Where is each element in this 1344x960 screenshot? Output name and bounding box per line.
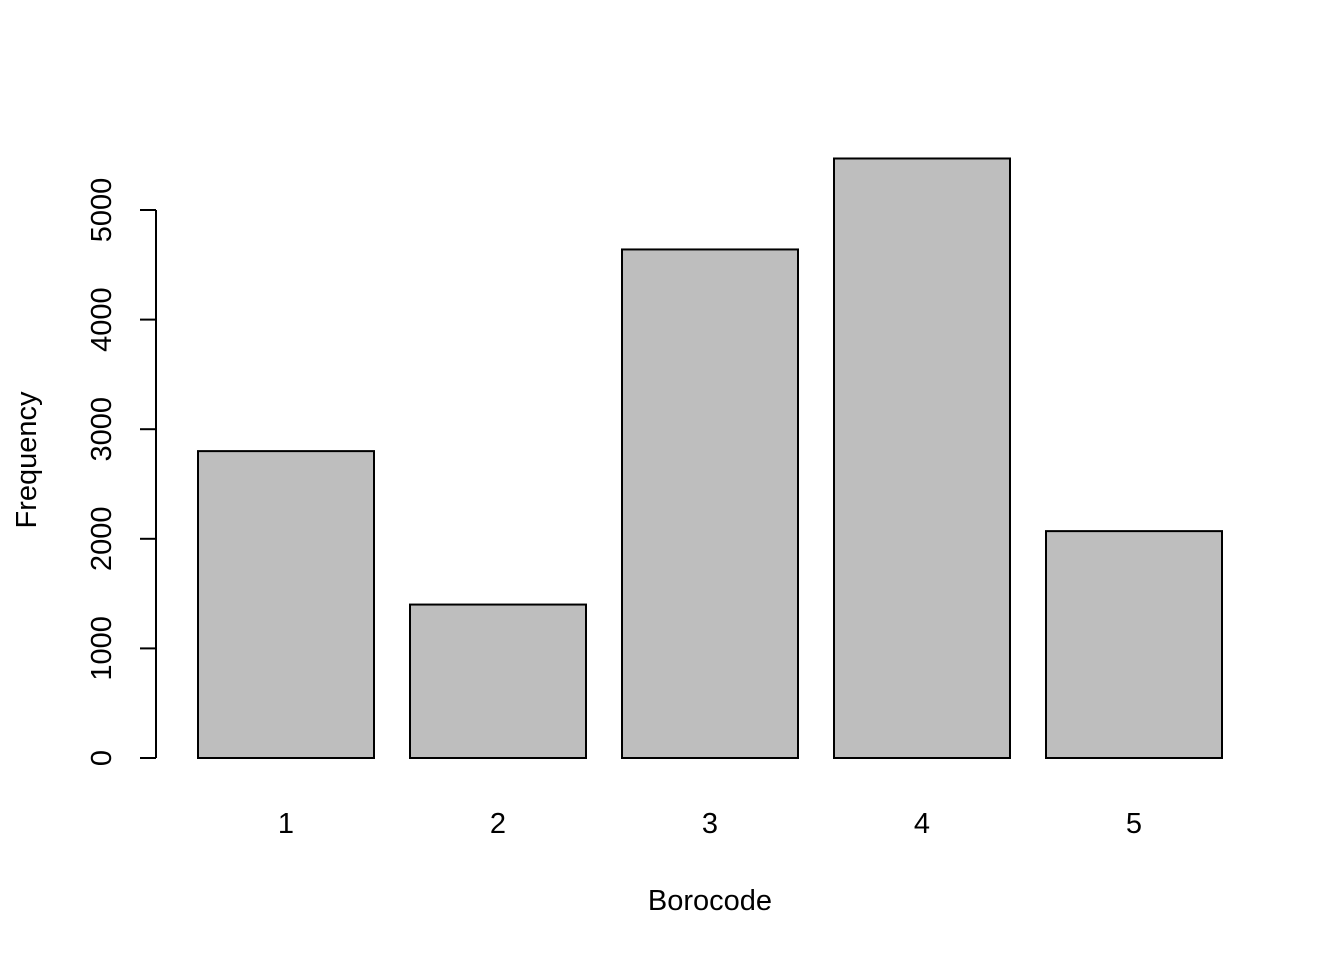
bar-2 [409,603,587,759]
bar-3 [621,248,799,759]
y-tick-label-5000: 5000 [86,178,118,243]
x-axis-title: Borocode [648,885,772,917]
y-tick-label-0: 0 [86,750,118,766]
bar-4 [833,157,1011,760]
y-tick-label-4000: 4000 [86,287,118,352]
bar-1 [197,450,375,759]
y-tick-label-2000: 2000 [86,507,118,572]
x-tick-label-2: 2 [490,808,506,840]
y-axis: 0 1000 2000 3000 4000 5000 [86,178,157,766]
x-tick-label-1: 1 [278,808,294,840]
y-tick-label-1000: 1000 [86,616,118,681]
x-tick-label-4: 4 [914,808,930,840]
bar-5 [1045,530,1223,759]
x-tick-label-3: 3 [702,808,718,840]
x-tick-label-5: 5 [1126,808,1142,840]
x-axis-tick-labels: 1 2 3 4 5 [278,808,1142,840]
y-axis-title: Frequency [11,391,43,529]
bars-group [197,157,1223,760]
y-tick-label-3000: 3000 [86,397,118,462]
